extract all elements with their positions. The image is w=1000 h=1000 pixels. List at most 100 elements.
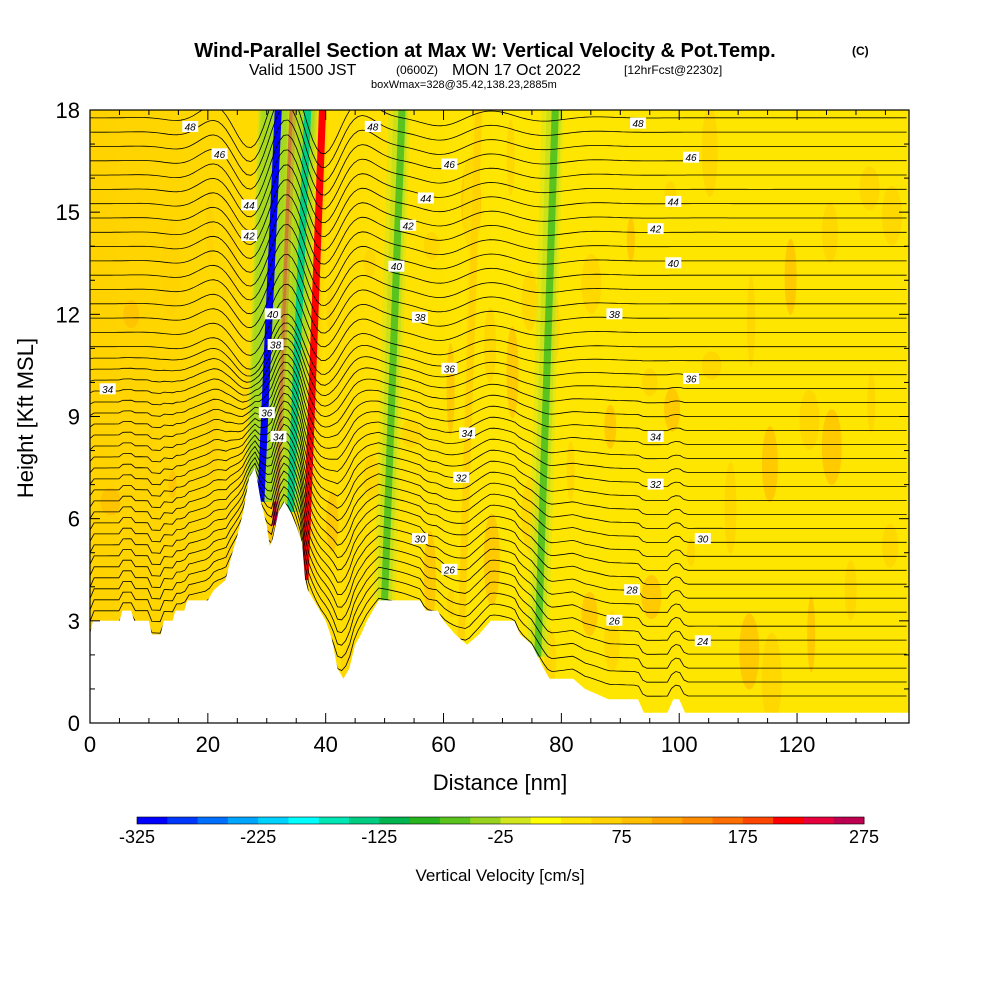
contour-label: 30 bbox=[697, 535, 709, 546]
field-patch bbox=[701, 351, 722, 380]
contour-label: 42 bbox=[403, 221, 415, 232]
contour-label: 32 bbox=[456, 473, 468, 484]
contour-label: 38 bbox=[414, 313, 426, 324]
plume-core bbox=[534, 110, 559, 657]
contour-label-bg bbox=[647, 478, 664, 490]
isentrope-line bbox=[90, 209, 907, 279]
contour-label: 48 bbox=[367, 123, 379, 134]
contour-label-bg bbox=[258, 407, 275, 419]
x-axis-label: Distance [nm] bbox=[433, 770, 568, 795]
forecast-info: [12hrFcst@2230z] bbox=[624, 63, 722, 77]
contour-label: 38 bbox=[609, 310, 621, 321]
contour-label: 26 bbox=[443, 565, 456, 576]
isentrope-line bbox=[90, 330, 907, 397]
contour-label-bg bbox=[606, 614, 623, 626]
colorbar-swatch bbox=[561, 817, 592, 824]
copyright-mark: (C) bbox=[852, 44, 869, 58]
field-patch bbox=[761, 426, 778, 503]
isentrope-line bbox=[90, 384, 907, 473]
colorbar-tick-label: 75 bbox=[612, 827, 632, 847]
isentrope-line bbox=[90, 470, 907, 627]
colorbar-swatch bbox=[530, 817, 562, 824]
isentrope-line bbox=[90, 431, 907, 557]
isentrope-line bbox=[90, 253, 907, 320]
contour-label: 24 bbox=[696, 637, 709, 648]
field-patch bbox=[641, 575, 662, 619]
field-patch bbox=[581, 592, 598, 636]
colorbar-tick-label: -25 bbox=[487, 827, 513, 847]
isentrope-line bbox=[90, 454, 907, 599]
colorbar-tick-label: -125 bbox=[361, 827, 397, 847]
title-block: Wind-Parallel Section at Max W: Vertical… bbox=[194, 40, 868, 91]
contour-label-bg bbox=[211, 148, 228, 160]
colorbar-tick-label: -325 bbox=[119, 827, 155, 847]
contour-label: 26 bbox=[608, 616, 621, 627]
field-patch bbox=[882, 523, 899, 568]
contour-label-bg bbox=[412, 533, 428, 545]
isentrope-line bbox=[90, 110, 907, 168]
y-tick-label: 0 bbox=[68, 711, 80, 736]
colorbar-swatch bbox=[167, 817, 199, 824]
field-patch bbox=[739, 613, 760, 690]
contour-label-bg bbox=[388, 260, 405, 272]
colorbar-swatch bbox=[591, 817, 623, 824]
contour-label-bg bbox=[99, 383, 116, 395]
field-patch bbox=[626, 217, 635, 262]
isentrope-line bbox=[90, 447, 907, 585]
valid-time-utc: (0600Z) bbox=[396, 63, 438, 77]
colorbar-swatch bbox=[349, 817, 380, 824]
isentrope-line bbox=[90, 268, 907, 334]
field-patch bbox=[581, 253, 602, 314]
y-tick-label: 15 bbox=[56, 200, 80, 225]
colorbar-swatch bbox=[318, 817, 350, 824]
chart-title: Wind-Parallel Section at Max W: Vertical… bbox=[194, 40, 775, 62]
isentrope-line bbox=[90, 134, 907, 210]
y-tick-label: 9 bbox=[68, 405, 80, 430]
field-patch bbox=[701, 110, 718, 197]
field-patch bbox=[146, 411, 155, 504]
y-axis-label: Height [Kft MSL] bbox=[13, 338, 38, 498]
colorbar-swatch bbox=[379, 817, 411, 824]
colorbar-swatch bbox=[712, 817, 744, 824]
contour-label-bg bbox=[412, 311, 428, 323]
isentrope-line bbox=[90, 439, 907, 571]
field-patch bbox=[206, 187, 215, 264]
colorbar-swatch bbox=[651, 817, 683, 824]
contour-label: 42 bbox=[244, 232, 256, 243]
contour-label-bg bbox=[683, 151, 699, 163]
colorbar-swatch bbox=[773, 817, 804, 824]
x-tick-label: 60 bbox=[431, 732, 455, 757]
isentrope-line bbox=[90, 313, 907, 375]
isentrope-line bbox=[90, 338, 907, 407]
field-patch bbox=[859, 166, 880, 211]
plume-core bbox=[301, 110, 327, 580]
field-patch bbox=[664, 387, 681, 432]
colorbar-tick-label: -225 bbox=[240, 827, 276, 847]
plot-field: 24 26 26 28 30 30 32 32 34 34 34 34 36 36 36 38 38 38 40 40… bbox=[90, 110, 909, 723]
colorbar-swatch bbox=[500, 817, 532, 824]
field-patch bbox=[401, 419, 422, 448]
contour-label: 38 bbox=[270, 341, 282, 352]
isentrope-line bbox=[90, 164, 907, 237]
isentrope-line bbox=[90, 346, 907, 418]
x-tick-label: 100 bbox=[661, 732, 698, 757]
colorbar-swatch bbox=[682, 817, 714, 824]
box-wmax-info: boxWmax=328@35.42,138.23,2885m bbox=[371, 79, 557, 91]
contour-label: 48 bbox=[185, 123, 197, 134]
field-patch bbox=[423, 232, 440, 261]
isentrope-line bbox=[90, 408, 907, 515]
plume-core bbox=[381, 110, 406, 601]
contour-label: 32 bbox=[650, 480, 662, 491]
field-patch bbox=[747, 275, 756, 368]
isentrope-line bbox=[90, 501, 907, 683]
field-patch bbox=[326, 285, 335, 330]
field-patch bbox=[687, 538, 695, 567]
isentrope-line bbox=[90, 298, 907, 362]
contour-label: 34 bbox=[462, 429, 474, 440]
field-patch bbox=[604, 404, 617, 449]
colorbar-swatch bbox=[197, 817, 229, 824]
field-patch bbox=[784, 238, 797, 315]
contour-label: 44 bbox=[668, 197, 680, 208]
contour-label: 36 bbox=[444, 364, 456, 375]
